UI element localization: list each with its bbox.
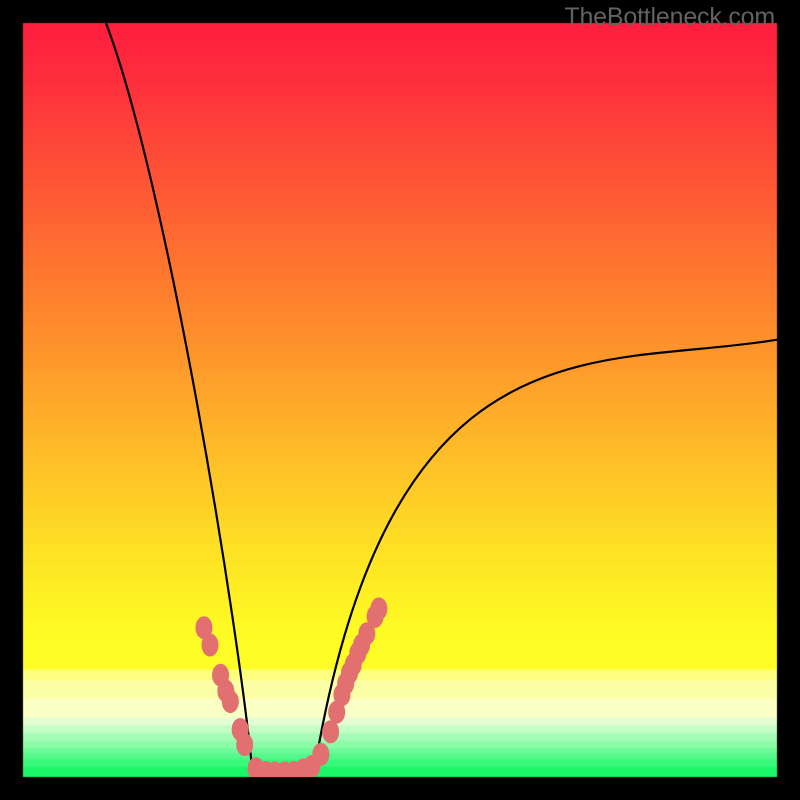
watermark-text: TheBottleneck.com — [564, 3, 775, 32]
gradient-background — [0, 0, 800, 800]
chart-stage: TheBottleneck.com — [0, 0, 800, 800]
